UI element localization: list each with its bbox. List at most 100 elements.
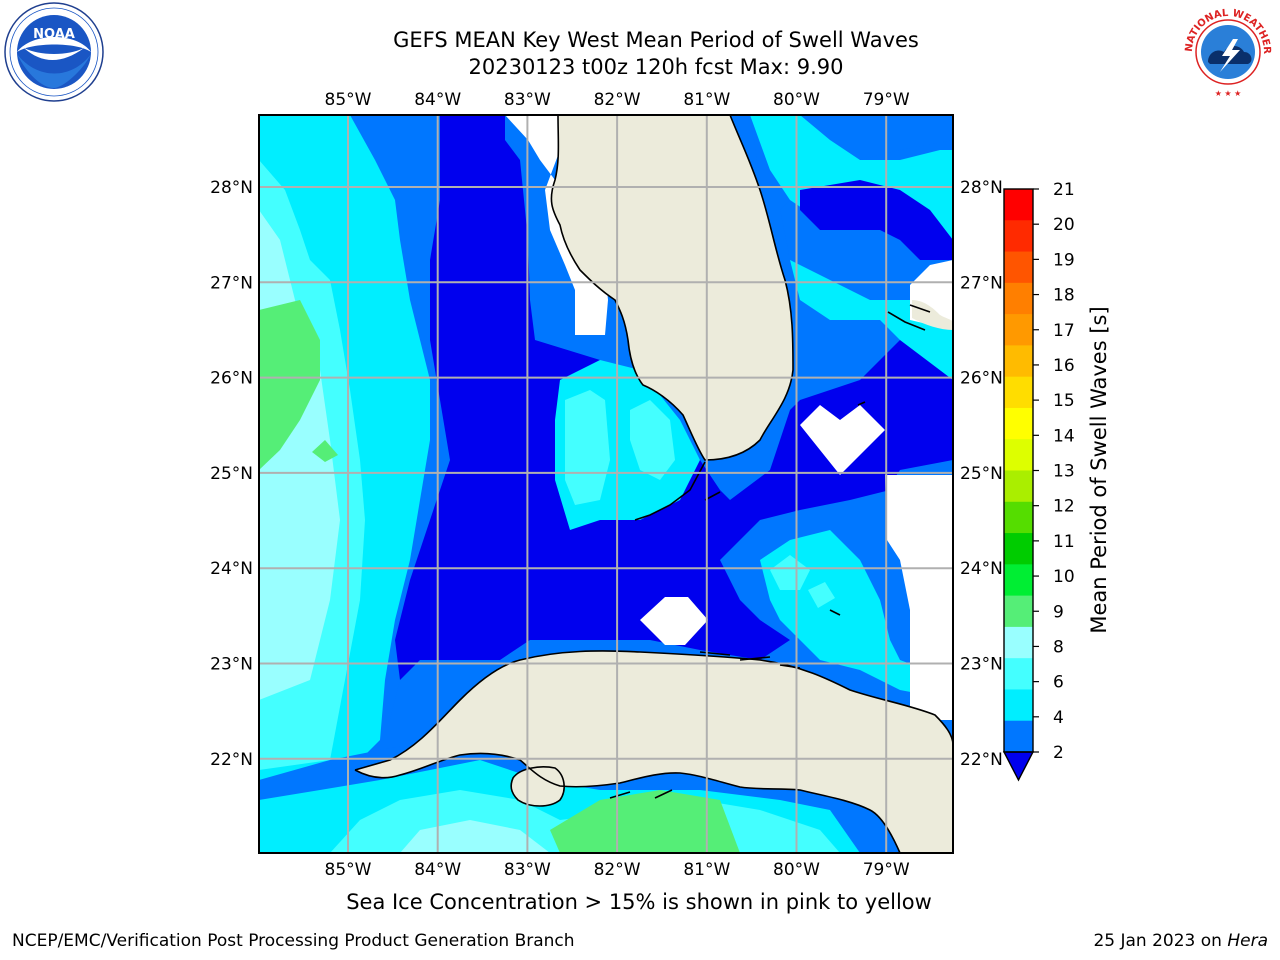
lat-tick-label: 25°N: [210, 464, 253, 484]
coastlines: [354, 115, 953, 853]
field-6-8-straits-dot: [808, 582, 835, 608]
lat-tick-label: 28°N: [210, 178, 253, 198]
bahamas-small: [829, 609, 841, 616]
lon-tick-label: 79°W: [863, 860, 910, 880]
colorbar-segment: [1004, 689, 1033, 722]
no-data-regions: [505, 115, 953, 720]
noaa-logo-text: NOAA: [33, 27, 75, 42]
lon-tick-label: 79°W: [863, 90, 910, 110]
land-masses: [355, 115, 953, 853]
map-area: [259, 115, 953, 853]
colorbar-segment: [1004, 220, 1033, 253]
colorbar-tick-label: 18: [1053, 286, 1075, 306]
colorbar-tick-label: 21: [1053, 180, 1075, 200]
colorbar-segment: [1004, 564, 1033, 597]
lat-tick-label-right: 24°N: [960, 559, 1003, 579]
graticule: [259, 115, 953, 853]
field-4-6-northeast: [790, 260, 953, 380]
map-frame: [258, 114, 954, 854]
lon-tick-label: 84°W: [414, 90, 461, 110]
lon-tick-label: 80°W: [773, 860, 820, 880]
lon-tick-label: 80°W: [773, 90, 820, 110]
lon-tick-label: 85°W: [325, 860, 372, 880]
colorbar-tick-label: 13: [1053, 462, 1075, 482]
lat-tick-label-right: 28°N: [960, 178, 1003, 198]
colorbar-segment: [1004, 314, 1033, 346]
florida-coastline: [550, 115, 794, 461]
chart-subtitle: 20230123 t00z 120h fcst Max: 9.90: [468, 55, 844, 79]
colorbar-tick-label: 16: [1053, 356, 1075, 376]
colorbar-segment: [1004, 189, 1033, 221]
colorbar-tick-label: 11: [1053, 532, 1075, 552]
field-deep-east: [800, 180, 953, 260]
florida-peninsula: [551, 115, 793, 460]
colorbar-segment: [1004, 470, 1033, 503]
lon-tick-label: 83°W: [504, 90, 551, 110]
lon-tick-label: 81°W: [683, 860, 730, 880]
lat-tick-label: 22°N: [210, 750, 253, 770]
lat-tick-label-right: 27°N: [960, 273, 1003, 293]
colorbar-segment: [1004, 595, 1033, 628]
sea-ice-note: Sea Ice Concentration > 15% is shown in …: [346, 890, 932, 914]
colorbar-tick-label: 14: [1053, 426, 1075, 446]
colorbar-label: Mean Period of Swell Waves [s]: [1087, 306, 1111, 633]
nws-logo: NATIONAL WEATHER SERVICE ★ ★ ★: [1178, 4, 1274, 98]
field-6-8-gulf-b: [630, 400, 675, 480]
colorbar-tick-label: 8: [1053, 637, 1064, 657]
colorbar-segment: [1004, 345, 1033, 378]
lat-tick-label-right: 22°N: [960, 750, 1003, 770]
nodata-bay: [640, 597, 708, 645]
field-9-10-south: [550, 790, 740, 853]
swell-period-fields: [259, 115, 953, 853]
field-9-10-west: [259, 300, 320, 470]
colorbar-segment: [1004, 282, 1033, 315]
nodata-north: [505, 115, 608, 335]
nodata-straits-south: [910, 640, 953, 700]
colorbar-tick-label: 2: [1053, 743, 1064, 763]
lat-tick-label-right: 26°N: [960, 369, 1003, 389]
lon-tick-label: 82°W: [594, 90, 641, 110]
run-date: 25 Jan 2023 on Hera: [1093, 931, 1268, 951]
colorbar-tick-label: 9: [1053, 602, 1064, 622]
colorbar-tick-label: 6: [1053, 673, 1064, 693]
colorbar-tick-label: 10: [1053, 567, 1075, 587]
lat-tick-label: 26°N: [210, 369, 253, 389]
lon-tick-label: 85°W: [325, 90, 372, 110]
colorbar-tick-label: 12: [1053, 497, 1075, 517]
lon-tick-label: 83°W: [504, 860, 551, 880]
map-tick-labels: 85°W 85°W 84°W 84°W 83°W 83°W 82°W 82°W 81°W 81°W…: [210, 90, 1003, 880]
colorbar-segment: [1004, 439, 1033, 471]
colorbar-tick-label: 20: [1053, 215, 1075, 235]
lon-tick-label: 82°W: [594, 860, 641, 880]
colorbar-segment: [1004, 407, 1033, 440]
lat-tick-label: 27°N: [210, 273, 253, 293]
nodata-east-box: [800, 405, 885, 475]
nws-stars: ★ ★ ★: [1215, 89, 1242, 98]
lat-tick-label-right: 25°N: [960, 464, 1003, 484]
bahamas-coast: [857, 304, 931, 406]
field-6-8-gulf-a: [565, 390, 610, 505]
cuba: [355, 650, 953, 853]
colorbar-extend-arrow: [1002, 751, 1035, 782]
lat-tick-label: 24°N: [210, 559, 253, 579]
colorbar-segment: [1004, 626, 1033, 659]
isla-de-la-juventud: [511, 766, 565, 806]
cuba-coastline: [354, 650, 953, 853]
noaa-logo: NOAA: [4, 2, 104, 102]
lat-tick-label-right: 23°N: [960, 655, 1003, 675]
colorbar-segment: [1004, 501, 1033, 534]
colorbar-segment: [1004, 251, 1033, 284]
lon-tick-label: 81°W: [683, 90, 730, 110]
colorbar-tick-label: 15: [1053, 391, 1075, 411]
field-9-10-dot: [312, 440, 338, 462]
field-6-8-straits: [770, 555, 810, 590]
colorbar: 21 20 19 18 17 16 15 14 13 12 11 10 9 8 6 4 2 Mean Period…: [1002, 180, 1111, 782]
cays-south: [609, 789, 673, 799]
colorbar-tick-label: 17: [1053, 321, 1075, 341]
isla-coastline: [510, 766, 565, 807]
chart-title: GEFS MEAN Key West Mean Period of Swell …: [393, 28, 919, 52]
colorbar-segment: [1004, 658, 1033, 690]
bahamas-andros: [912, 300, 953, 330]
lon-tick-label: 84°W: [414, 860, 461, 880]
